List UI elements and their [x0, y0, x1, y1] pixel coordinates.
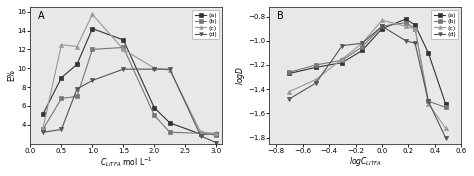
(a) [213, 133, 219, 135]
(c) [339, 58, 345, 60]
(b) [412, 28, 418, 30]
(d) [339, 45, 345, 47]
(c) [167, 69, 173, 71]
(b) [213, 134, 219, 136]
(b) [403, 22, 409, 24]
(a) [152, 107, 157, 109]
Line: (a): (a) [41, 27, 219, 136]
(d) [359, 42, 365, 44]
(c) [152, 67, 157, 69]
(d) [167, 68, 173, 70]
(b) [90, 48, 95, 50]
(c) [426, 103, 431, 105]
(a) [59, 77, 64, 79]
(d) [403, 40, 409, 42]
(b) [359, 46, 365, 48]
(a) [403, 18, 409, 20]
(b) [152, 114, 157, 116]
(b) [339, 59, 345, 61]
(a) [313, 66, 319, 68]
(b) [379, 25, 385, 27]
(d) [74, 88, 80, 90]
(a) [426, 52, 431, 54]
Line: (c): (c) [287, 18, 447, 130]
(c) [412, 28, 418, 30]
(a) [286, 72, 292, 74]
(c) [213, 132, 219, 134]
(d) [379, 25, 385, 27]
(a) [443, 103, 448, 105]
Line: (d): (d) [41, 67, 219, 145]
(d) [286, 98, 292, 100]
(c) [120, 48, 126, 50]
(b) [198, 132, 204, 134]
(a) [120, 39, 126, 41]
(d) [59, 128, 64, 131]
(c) [40, 127, 46, 130]
(c) [59, 44, 64, 46]
(b) [286, 71, 292, 73]
(a) [40, 113, 46, 115]
(a) [339, 62, 345, 64]
(b) [313, 64, 319, 66]
(a) [412, 24, 418, 26]
Text: A: A [38, 11, 45, 21]
Y-axis label: E%: E% [7, 69, 16, 81]
(a) [167, 122, 173, 124]
(d) [426, 100, 431, 102]
X-axis label: $C_{LiTFA}$ mol L$^{-1}$: $C_{LiTFA}$ mol L$^{-1}$ [100, 155, 153, 169]
(d) [90, 79, 95, 81]
(c) [286, 90, 292, 93]
(b) [74, 95, 80, 98]
(a) [90, 28, 95, 30]
(d) [213, 142, 219, 144]
(d) [412, 42, 418, 44]
Legend: (a), (b), (c), (d): (a), (b), (c), (d) [192, 10, 219, 39]
Line: (b): (b) [287, 21, 447, 109]
(d) [120, 68, 126, 70]
Line: (c): (c) [41, 12, 219, 135]
(c) [313, 78, 319, 81]
(c) [198, 131, 204, 133]
(c) [74, 45, 80, 48]
(c) [359, 42, 365, 44]
(a) [74, 63, 80, 65]
Line: (a): (a) [287, 17, 447, 106]
(b) [59, 97, 64, 99]
(b) [167, 131, 173, 133]
(a) [198, 133, 204, 135]
Legend: (a), (b), (c), (d): (a), (b), (c), (d) [431, 10, 458, 39]
(a) [359, 49, 365, 52]
(b) [443, 106, 448, 108]
(c) [443, 127, 448, 129]
(d) [152, 68, 157, 70]
Line: (b): (b) [41, 45, 219, 137]
(b) [426, 100, 431, 102]
(a) [379, 28, 385, 30]
(c) [379, 19, 385, 21]
(d) [313, 82, 319, 84]
(c) [403, 25, 409, 27]
(d) [198, 135, 204, 137]
(c) [90, 13, 95, 15]
Text: B: B [277, 11, 284, 21]
(b) [120, 46, 126, 49]
X-axis label: $logC_{LiTFA}$: $logC_{LiTFA}$ [349, 155, 382, 168]
Y-axis label: $logD$: $logD$ [234, 66, 247, 85]
(d) [443, 137, 448, 139]
(b) [40, 128, 46, 131]
Line: (d): (d) [287, 24, 447, 140]
(d) [40, 131, 46, 133]
